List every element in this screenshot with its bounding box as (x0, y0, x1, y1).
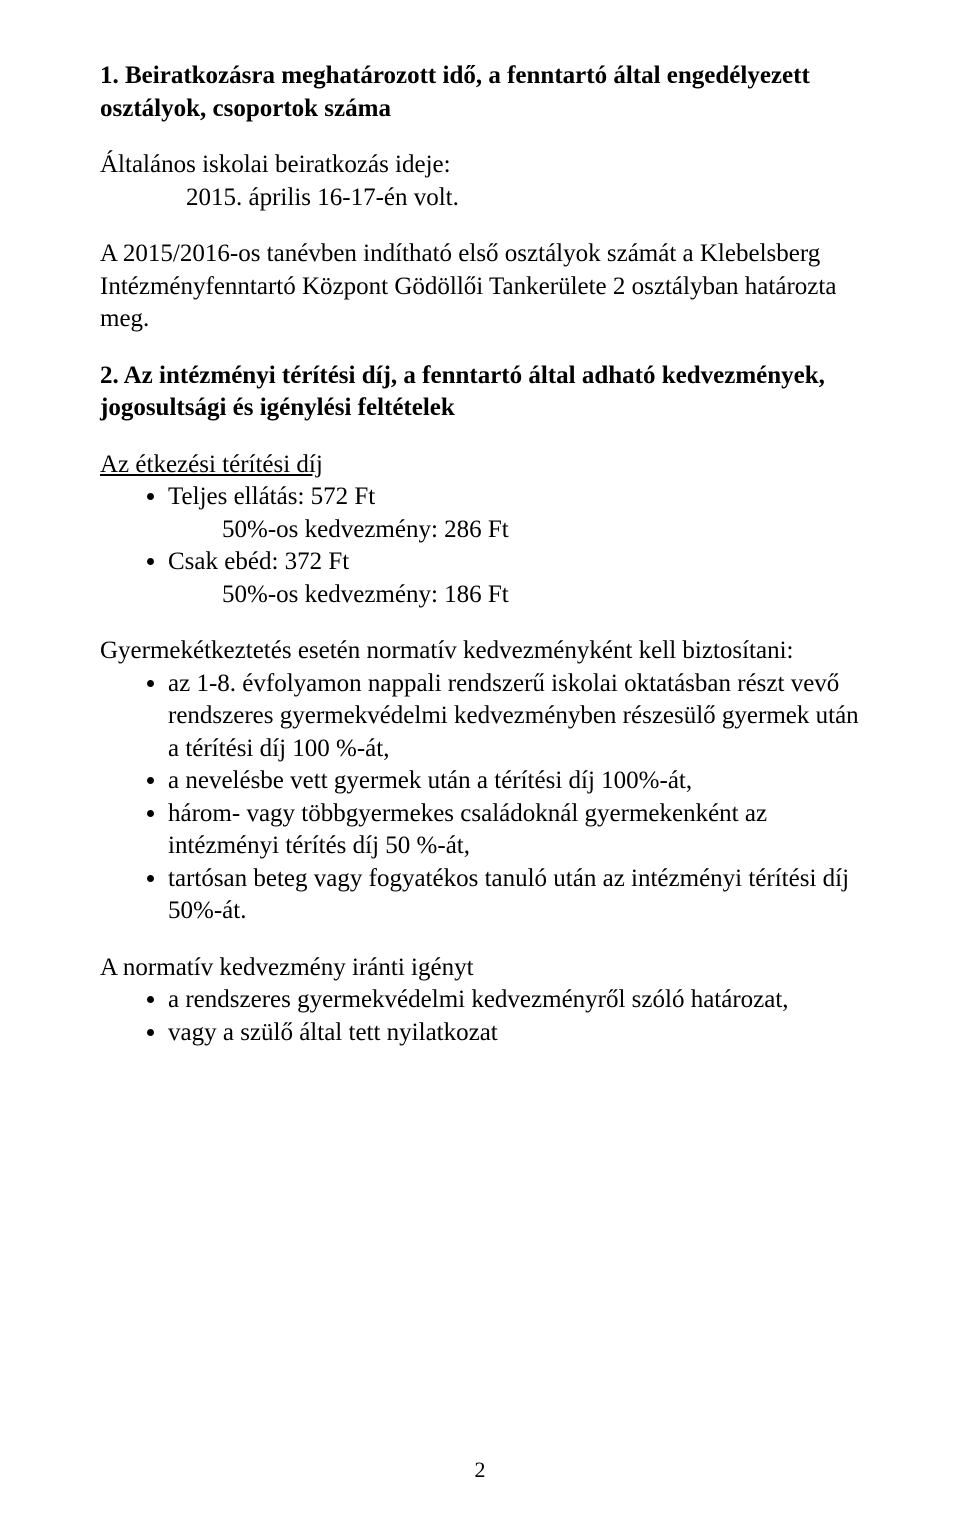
page-number: 2 (0, 1457, 960, 1483)
enrollment-date-value: 2015. április 16-17-én volt. (100, 182, 860, 215)
section2-heading: 2. Az intézményi térítési díj, a fenntar… (100, 360, 860, 425)
fees-list: Teljes ellátás: 572 Ft 50%-os kedvezmény… (100, 481, 860, 611)
fee-discount: 50%-os kedvezmény: 286 Ft (168, 514, 860, 547)
section1-intro-block: Általános iskolai beiratkozás ideje: 201… (100, 149, 860, 214)
normative-item: tartósan beteg vagy fogyatékos tanuló ut… (168, 863, 860, 928)
claim-item: a rendszeres gyermekvédelmi kedvezményrő… (168, 984, 860, 1017)
normative-block: Gyermekétkeztetés esetén normatív kedvez… (100, 635, 860, 928)
fee-item: Csak ebéd: 372 Ft 50%-os kedvezmény: 186… (168, 546, 860, 611)
normative-list: az 1-8. évfolyamon nappali rendszerű isk… (100, 668, 860, 928)
normative-item: három- vagy többgyermekes családoknál gy… (168, 798, 860, 863)
claim-title: A normatív kedvezmény iránti igényt (100, 952, 860, 985)
section1-heading: 1. Beiratkozásra meghatározott idő, a fe… (100, 60, 860, 125)
fees-title: Az étkezési térítési díj (100, 449, 860, 482)
normative-item: a nevelésbe vett gyermek után a térítési… (168, 765, 860, 798)
fee-item: Teljes ellátás: 572 Ft 50%-os kedvezmény… (168, 481, 860, 546)
claim-item: vagy a szülő által tett nyilatkozat (168, 1017, 860, 1050)
document-page: 1. Beiratkozásra meghatározott idő, a fe… (0, 0, 960, 1513)
claim-list: a rendszeres gyermekvédelmi kedvezményrő… (100, 984, 860, 1049)
enrollment-date-label: Általános iskolai beiratkozás ideje: (100, 149, 860, 182)
normative-title: Gyermekétkeztetés esetén normatív kedvez… (100, 635, 860, 668)
fee-discount: 50%-os kedvezmény: 186 Ft (168, 579, 860, 612)
section1-paragraph: A 2015/2016-os tanévben indítható első o… (100, 238, 860, 336)
normative-item: az 1-8. évfolyamon nappali rendszerű isk… (168, 668, 860, 766)
fees-block: Az étkezési térítési díj Teljes ellátás:… (100, 449, 860, 612)
fee-main: Csak ebéd: 372 Ft (168, 548, 349, 575)
fee-main: Teljes ellátás: 572 Ft (168, 483, 375, 510)
claim-block: A normatív kedvezmény iránti igényt a re… (100, 952, 860, 1050)
